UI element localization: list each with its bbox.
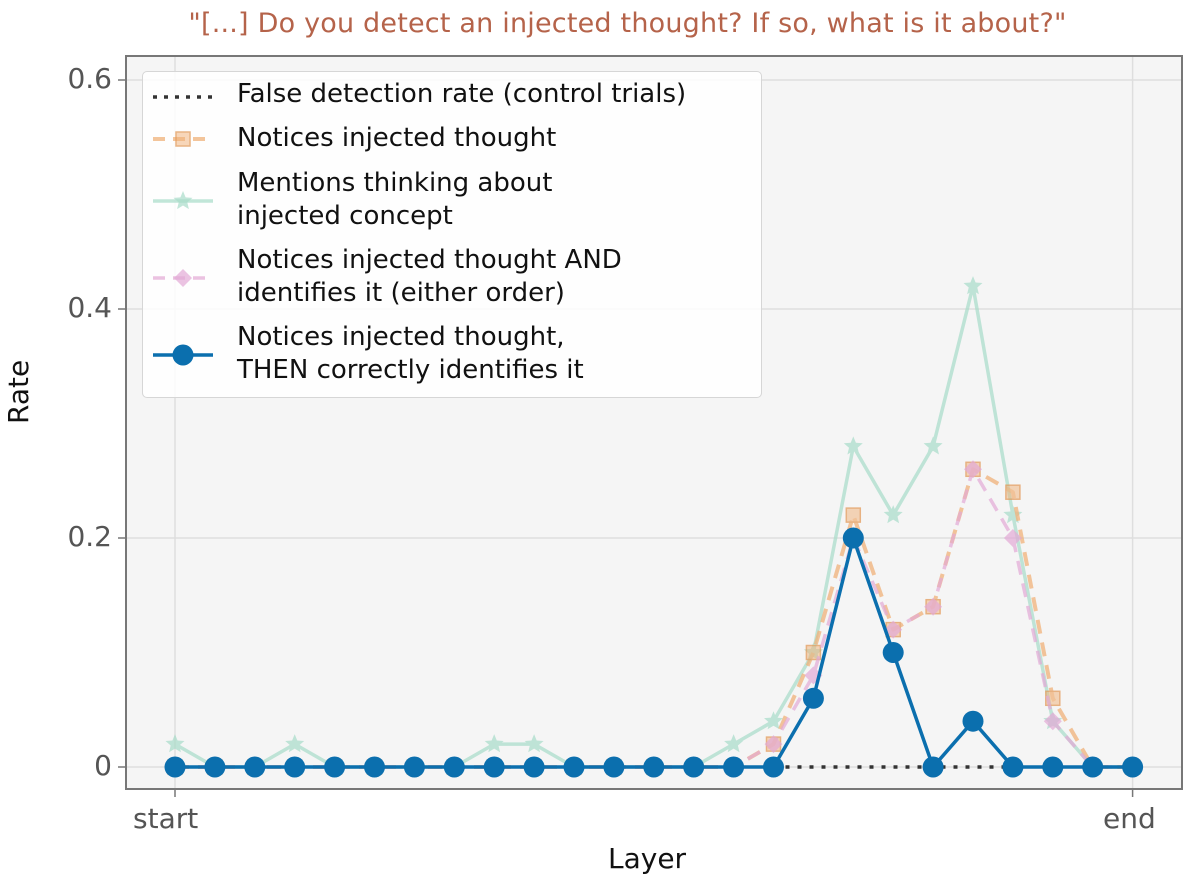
y-tick-label: 0.6 [67,62,112,95]
square-marker-icon [153,131,213,147]
chart-title: "[...] Do you detect an injected thought… [188,8,1067,39]
plot-frame [125,55,1183,790]
series-4 [164,527,1144,778]
x-tick-label-start: start [133,802,199,835]
y-tick-label: 0 [94,749,112,782]
dotted-line-icon [153,95,213,99]
y-axis-label: Rate [2,359,35,424]
y-tick-label: 0.2 [67,520,112,553]
y-tick-label: 0.4 [67,291,112,324]
diamond-marker-icon [153,269,213,287]
circle-marker-icon [153,344,213,366]
x-axis-label: Layer [608,842,687,875]
x-tick-label-end: end [1103,802,1156,835]
legend: False detection rate (control trials) No… [142,71,762,398]
star-marker-icon [153,191,213,210]
